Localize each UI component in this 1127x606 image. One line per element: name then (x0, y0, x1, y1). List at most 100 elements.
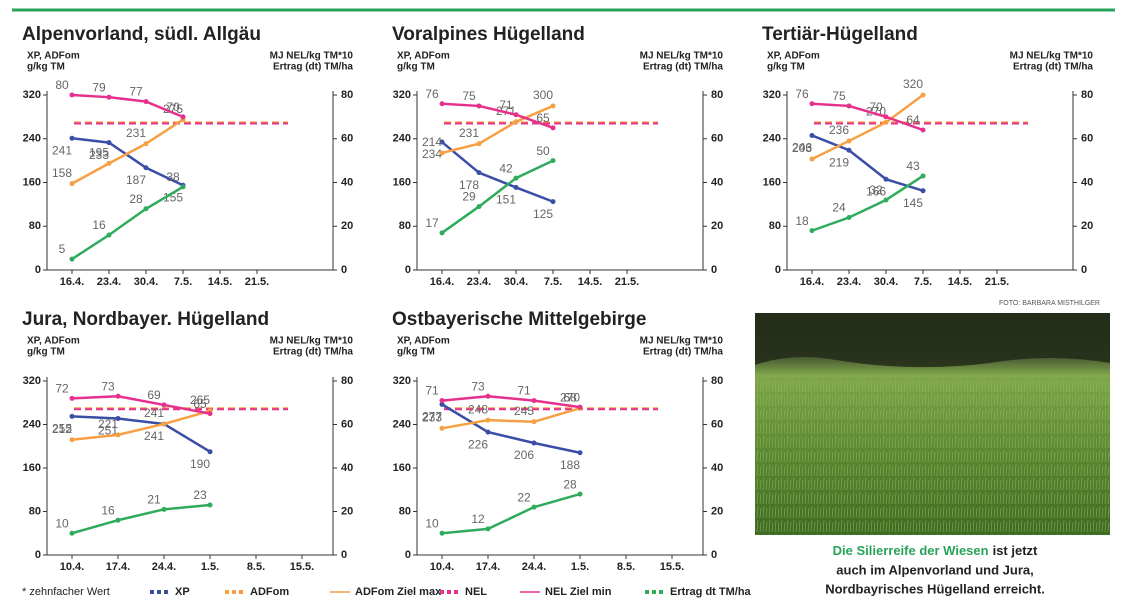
series-line (71, 185, 184, 261)
data-point (550, 158, 556, 164)
x-tick-label: 24.4. (152, 561, 176, 573)
data-point (577, 491, 583, 497)
data-label: 80 (55, 78, 69, 92)
y2-tick-label: 60 (1081, 133, 1093, 145)
data-point (846, 103, 852, 109)
data-point (439, 150, 445, 156)
series-line (441, 159, 554, 234)
data-label: 212 (52, 422, 72, 436)
data-label: 270 (560, 390, 580, 404)
data-point (531, 504, 537, 510)
y-tick-label: 320 (23, 375, 41, 387)
chart-title: Tertiär-Hügelland (762, 24, 918, 45)
x-tick-label: 30.4. (134, 276, 158, 288)
series-line (441, 102, 554, 129)
data-point (809, 228, 815, 234)
y-axis-label: g/kg TM (27, 62, 65, 73)
data-label: 75 (832, 89, 846, 103)
data-point (920, 127, 926, 133)
series-line (811, 134, 924, 192)
data-point (69, 181, 75, 187)
y2-axis-label: MJ NEL/kg TM*10 (640, 51, 724, 62)
series-line (441, 403, 581, 454)
data-point (115, 432, 121, 438)
x-tick-label: 23.4. (97, 276, 121, 288)
data-label: 10 (55, 516, 69, 530)
caption-highlight: Die Silierreife der Wiesen (833, 543, 989, 558)
y2-tick-label: 80 (1081, 89, 1093, 101)
data-label: 246 (792, 141, 812, 155)
x-tick-label: 30.4. (504, 276, 528, 288)
chart-title: Voralpines Hügelland (392, 24, 585, 45)
data-point (106, 232, 112, 238)
legend-note: * zehnfacher Wert (22, 586, 110, 598)
data-point (180, 114, 186, 120)
data-label: 73 (101, 379, 115, 393)
y2-tick-label: 20 (341, 220, 353, 232)
data-label: 206 (514, 448, 534, 462)
data-point (513, 175, 519, 181)
data-point (883, 119, 889, 125)
data-label: 71 (499, 98, 513, 112)
data-point (439, 230, 445, 236)
y2-tick-label: 0 (341, 264, 347, 276)
y2-tick-label: 60 (341, 418, 353, 430)
x-tick-label: 14.5. (578, 276, 602, 288)
y2-tick-label: 80 (711, 375, 723, 387)
data-point (476, 103, 482, 109)
data-label: 38 (166, 170, 180, 184)
y-tick-label: 0 (405, 264, 411, 276)
y-tick-label: 80 (399, 220, 411, 232)
data-point (513, 119, 519, 125)
data-label: 248 (468, 402, 488, 416)
data-point (883, 197, 889, 203)
y2-tick-label: 60 (711, 133, 723, 145)
y-tick-label: 320 (23, 89, 41, 101)
caption-line: auch im Alpenvorland und Jura, (836, 562, 1033, 577)
y2-tick-label: 80 (711, 89, 723, 101)
chart-title: Alpenvorland, südl. Allgäu (22, 24, 261, 45)
data-label: 17 (425, 216, 439, 230)
legend-label: XP (175, 586, 190, 598)
data-point (69, 437, 75, 443)
x-tick-label: 16.4. (430, 276, 454, 288)
series-line (71, 136, 184, 187)
data-label: 29 (462, 190, 476, 204)
y-tick-label: 160 (393, 176, 411, 188)
data-label: 233 (422, 410, 442, 424)
data-point (920, 92, 926, 98)
y2-tick-label: 80 (341, 89, 353, 101)
data-point (809, 101, 815, 107)
data-label: 178 (459, 178, 479, 192)
y2-tick-label: 60 (711, 418, 723, 430)
y-tick-label: 240 (23, 418, 41, 430)
data-point (69, 135, 75, 141)
data-label: 151 (496, 193, 516, 207)
data-label: 79 (92, 80, 106, 94)
y-tick-label: 0 (35, 264, 41, 276)
y2-tick-label: 80 (341, 375, 353, 387)
x-tick-label: 8.5. (617, 561, 635, 573)
data-label: 24 (832, 201, 846, 215)
data-point (439, 401, 445, 407)
data-label: 22 (517, 490, 531, 504)
y2-axis-label: MJ NEL/kg TM*10 (1010, 51, 1094, 62)
data-label: 64 (906, 113, 920, 127)
y-axis-label: g/kg TM (767, 62, 805, 73)
data-point (577, 404, 583, 410)
y2-axis-label: Ertrag (dt) TM/ha (273, 62, 353, 73)
data-point (485, 393, 491, 399)
data-label: 28 (563, 477, 577, 491)
data-label: 5 (59, 242, 66, 256)
y-tick-label: 240 (393, 418, 411, 430)
y2-tick-label: 40 (711, 462, 723, 474)
legend-label: NEL (465, 586, 487, 598)
x-tick-label: 15.5. (660, 561, 684, 573)
data-point (69, 530, 75, 536)
data-label: 65 (536, 111, 550, 125)
x-tick-label: 23.4. (837, 276, 861, 288)
data-point (513, 184, 519, 190)
data-point (115, 393, 121, 399)
